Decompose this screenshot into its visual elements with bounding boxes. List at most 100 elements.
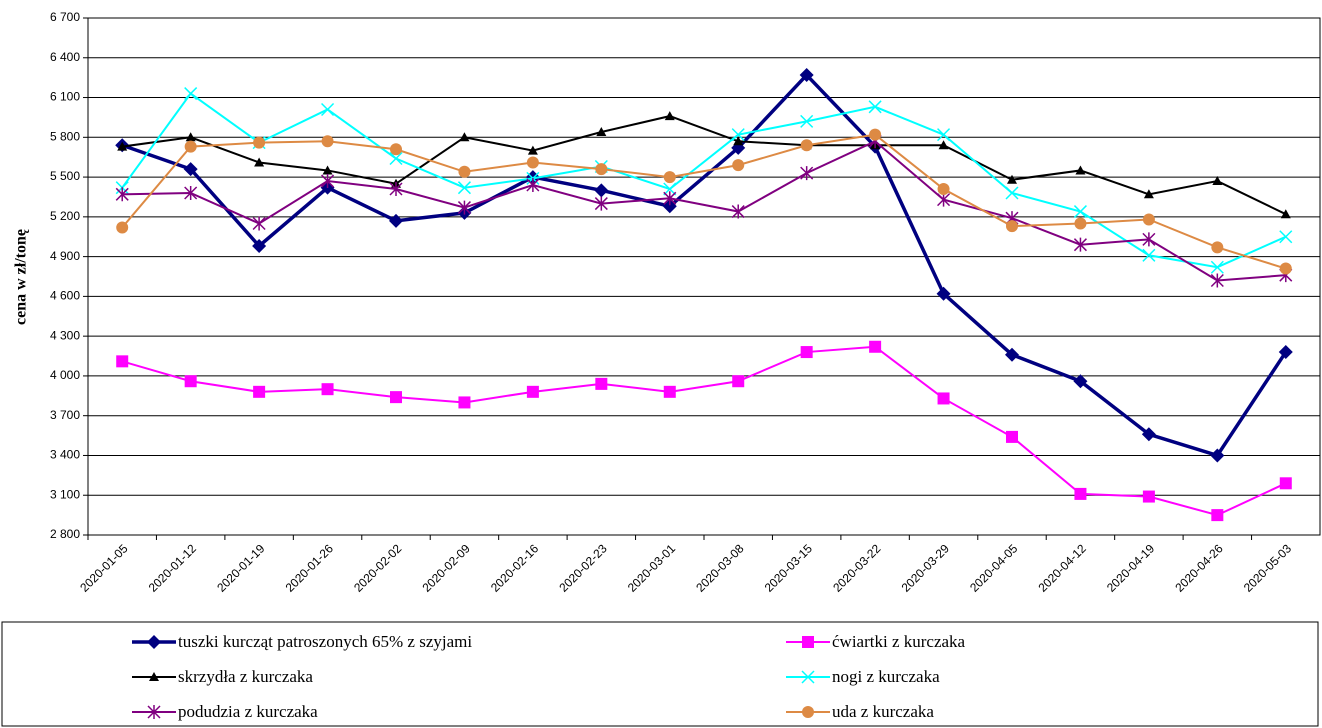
- marker: [596, 127, 607, 137]
- marker: [389, 213, 403, 228]
- marker: [184, 185, 198, 200]
- x-tick-label: 2020-03-15: [762, 541, 816, 595]
- x-tick-label: 2020-01-05: [77, 541, 131, 595]
- marker: [1006, 430, 1018, 443]
- marker: [1074, 487, 1087, 500]
- x-tick-label: 2020-02-23: [556, 541, 610, 595]
- marker: [459, 132, 470, 142]
- marker: [115, 187, 129, 202]
- marker: [321, 174, 335, 189]
- marker: [594, 183, 609, 198]
- marker: [1073, 374, 1088, 389]
- marker: [117, 141, 128, 151]
- legend-label: uda z kurczaka: [832, 702, 934, 721]
- y-tick-label: 5 200: [50, 209, 80, 223]
- marker: [936, 286, 951, 301]
- marker: [457, 181, 471, 195]
- marker: [252, 239, 267, 254]
- marker: [321, 102, 335, 116]
- marker: [800, 166, 814, 181]
- marker: [389, 182, 403, 197]
- marker: [183, 162, 198, 177]
- marker: [1142, 248, 1156, 262]
- marker: [116, 355, 129, 368]
- marker: [802, 706, 814, 718]
- marker: [1006, 220, 1018, 233]
- marker: [457, 200, 471, 215]
- y-tick-label: 2 800: [50, 527, 80, 541]
- legend-label: nogi z kurczaka: [832, 667, 940, 686]
- y-tick-label: 6 100: [50, 90, 80, 104]
- marker: [1005, 186, 1019, 200]
- y-tick-label: 6 400: [50, 50, 80, 64]
- marker: [1073, 237, 1087, 252]
- series-line: [122, 140, 1286, 282]
- y-tick-label: 4 300: [50, 328, 80, 342]
- marker: [868, 100, 882, 114]
- marker: [594, 196, 608, 211]
- marker: [869, 128, 882, 141]
- marker: [595, 163, 608, 176]
- y-tick-label: 3 400: [50, 448, 80, 462]
- marker: [1280, 209, 1291, 219]
- x-tick-label: 2020-01-19: [214, 541, 268, 595]
- marker: [252, 216, 266, 231]
- x-tick-label: 2020-04-05: [967, 541, 1021, 595]
- marker: [526, 156, 539, 169]
- x-tick-label: 2020-04-26: [1172, 541, 1226, 595]
- y-tick-label: 4 600: [50, 289, 80, 303]
- marker: [1142, 490, 1155, 503]
- y-tick-label: 6 700: [50, 10, 80, 24]
- marker: [937, 128, 951, 142]
- marker: [595, 377, 608, 390]
- marker: [1210, 273, 1224, 288]
- y-axis-label: cena w zł/tonę: [13, 229, 30, 325]
- marker: [1279, 230, 1293, 244]
- marker: [1073, 205, 1087, 219]
- x-tick-label: 2020-05-03: [1241, 541, 1295, 595]
- y-tick-label: 3 100: [50, 487, 80, 501]
- marker: [184, 375, 197, 388]
- y-tick-label: 3 700: [50, 408, 80, 422]
- legend-label: podudzia z kurczaka: [178, 702, 318, 721]
- y-tick-label: 5 500: [50, 169, 80, 183]
- marker: [147, 635, 161, 649]
- legend-label: skrzydła z kurczaka: [178, 667, 313, 686]
- marker: [802, 636, 814, 648]
- marker: [184, 140, 197, 153]
- marker: [322, 165, 333, 175]
- marker: [147, 705, 161, 719]
- x-tick-label: 2020-01-12: [146, 541, 200, 595]
- series-line: [121, 72, 1288, 458]
- series-line: [122, 115, 1287, 216]
- marker: [731, 128, 745, 142]
- x-tick-label: 2020-03-29: [899, 541, 953, 595]
- x-tick-label: 2020-04-12: [1035, 541, 1089, 595]
- marker: [390, 143, 402, 156]
- marker: [800, 346, 813, 359]
- marker: [1142, 213, 1155, 226]
- marker: [1278, 345, 1293, 360]
- marker: [732, 159, 745, 172]
- y-tick-label: 5 800: [50, 129, 80, 143]
- marker: [253, 385, 266, 398]
- marker: [800, 139, 813, 152]
- marker: [116, 221, 129, 234]
- marker: [1142, 232, 1156, 247]
- marker: [663, 191, 677, 206]
- marker: [527, 145, 538, 155]
- legend-label: ćwiartki z kurczaka: [832, 632, 966, 651]
- series: [115, 134, 1293, 288]
- series: [116, 128, 1292, 275]
- marker: [664, 111, 675, 121]
- marker: [732, 375, 745, 388]
- marker: [321, 383, 334, 396]
- marker: [800, 114, 814, 128]
- legend-box: [1, 621, 1319, 727]
- marker: [149, 672, 159, 681]
- marker: [1279, 262, 1292, 275]
- marker: [526, 178, 540, 193]
- legend-label: tuszki kurcząt patroszonych 65% z szyjam…: [178, 632, 472, 651]
- marker: [1075, 165, 1086, 175]
